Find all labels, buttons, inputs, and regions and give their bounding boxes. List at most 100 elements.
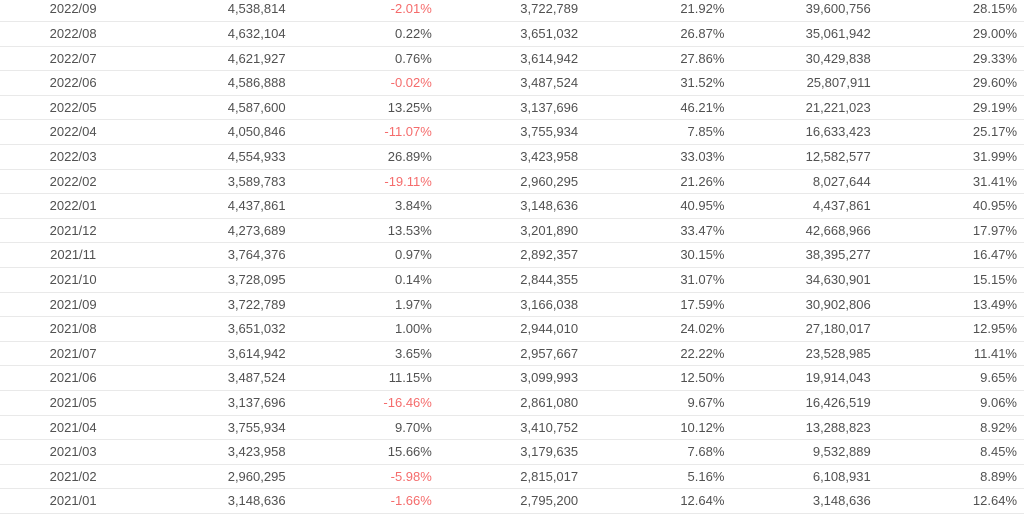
date-cell: 2021/09 [0, 292, 147, 318]
value-cell: 4,273,689 [146, 218, 293, 244]
table-row: 2021/10 3,728,095 0.14% 2,844,355 31.07%… [0, 267, 1024, 293]
value-cell: 3,148,636 [438, 193, 586, 219]
table-row: 2021/11 3,764,376 0.97% 2,892,357 30.15%… [0, 242, 1024, 268]
table-row: 2021/03 3,423,958 15.66% 3,179,635 7.68%… [0, 439, 1024, 465]
percent-cell: -16.46% [292, 390, 439, 416]
percent-cell: -5.98% [292, 464, 439, 490]
value-cell: 4,621,927 [146, 46, 293, 72]
value-cell: 2,960,295 [438, 169, 586, 195]
value-cell: 2,815,017 [438, 464, 586, 490]
value-cell: 13,288,823 [731, 415, 878, 441]
percent-cell: 3.65% [292, 341, 439, 367]
value-cell: 3,137,696 [438, 95, 586, 121]
value-cell: 3,410,752 [438, 415, 586, 441]
table-row: 2021/09 3,722,789 1.97% 3,166,038 17.59%… [0, 292, 1024, 318]
percent-cell: 26.89% [292, 144, 439, 170]
percent-cell: 9.06% [877, 390, 1024, 416]
percent-cell: 10.12% [585, 415, 732, 441]
table-row: 2022/09 4,538,814 -2.01% 3,722,789 21.92… [0, 0, 1024, 23]
value-cell: 25,807,911 [731, 70, 878, 96]
date-cell: 2021/03 [0, 439, 147, 465]
date-cell: 2021/01 [0, 488, 147, 514]
percent-cell: 1.97% [292, 292, 439, 318]
table-row: 2021/08 3,651,032 1.00% 2,944,010 24.02%… [0, 316, 1024, 342]
percent-cell: 1.00% [292, 316, 439, 342]
table-row: 2021/06 3,487,524 11.15% 3,099,993 12.50… [0, 365, 1024, 391]
value-cell: 2,960,295 [146, 464, 293, 490]
percent-cell: 7.85% [585, 119, 732, 145]
value-cell: 39,600,756 [731, 0, 878, 23]
percent-cell: 17.59% [585, 292, 732, 318]
value-cell: 3,148,636 [146, 488, 293, 514]
percent-cell: 13.53% [292, 218, 439, 244]
value-cell: 19,914,043 [731, 365, 878, 391]
table-row: 2021/12 4,273,689 13.53% 3,201,890 33.47… [0, 218, 1024, 244]
value-cell: 4,437,861 [146, 193, 293, 219]
percent-cell: 12.64% [585, 488, 732, 514]
value-cell: 3,137,696 [146, 390, 293, 416]
date-cell: 2021/06 [0, 365, 147, 391]
percent-cell: 30.15% [585, 242, 732, 268]
value-cell: 4,050,846 [146, 119, 293, 145]
value-cell: 3,651,032 [438, 21, 586, 47]
percent-cell: 21.26% [585, 169, 732, 195]
date-cell: 2021/08 [0, 316, 147, 342]
value-cell: 3,148,636 [731, 488, 878, 514]
percent-cell: 29.33% [877, 46, 1024, 72]
date-cell: 2021/12 [0, 218, 147, 244]
percent-cell: 21.92% [585, 0, 732, 23]
percent-cell: 9.70% [292, 415, 439, 441]
percent-cell: 8.92% [877, 415, 1024, 441]
percent-cell: 26.87% [585, 21, 732, 47]
value-cell: 35,061,942 [731, 21, 878, 47]
percent-cell: -1.66% [292, 488, 439, 514]
value-cell: 3,755,934 [146, 415, 293, 441]
percent-cell: 31.07% [585, 267, 732, 293]
value-cell: 3,201,890 [438, 218, 586, 244]
value-cell: 30,902,806 [731, 292, 878, 318]
value-cell: 38,395,277 [731, 242, 878, 268]
percent-cell: 24.02% [585, 316, 732, 342]
percent-cell: 40.95% [585, 193, 732, 219]
value-cell: 3,764,376 [146, 242, 293, 268]
table-row: 2022/02 3,589,783 -19.11% 2,960,295 21.2… [0, 169, 1024, 195]
percent-cell: 0.22% [292, 21, 439, 47]
percent-cell: 13.25% [292, 95, 439, 121]
percent-cell: 22.22% [585, 341, 732, 367]
value-cell: 3,614,942 [146, 341, 293, 367]
value-cell: 4,586,888 [146, 70, 293, 96]
table-row: 2022/06 4,586,888 -0.02% 3,487,524 31.52… [0, 70, 1024, 96]
percent-cell: 40.95% [877, 193, 1024, 219]
value-cell: 3,099,993 [438, 365, 586, 391]
table-row: 2022/05 4,587,600 13.25% 3,137,696 46.21… [0, 95, 1024, 121]
value-cell: 3,755,934 [438, 119, 586, 145]
date-cell: 2022/07 [0, 46, 147, 72]
value-cell: 3,722,789 [146, 292, 293, 318]
percent-cell: 8.89% [877, 464, 1024, 490]
value-cell: 2,892,357 [438, 242, 586, 268]
value-cell: 2,957,667 [438, 341, 586, 367]
value-cell: 34,630,901 [731, 267, 878, 293]
value-cell: 12,582,577 [731, 144, 878, 170]
date-cell: 2021/02 [0, 464, 147, 490]
percent-cell: 17.97% [877, 218, 1024, 244]
percent-cell: 33.47% [585, 218, 732, 244]
percent-cell: 5.16% [585, 464, 732, 490]
date-cell: 2022/05 [0, 95, 147, 121]
table-row: 2021/05 3,137,696 -16.46% 2,861,080 9.67… [0, 390, 1024, 416]
value-cell: 2,844,355 [438, 267, 586, 293]
value-cell: 3,166,038 [438, 292, 586, 318]
percent-cell: -11.07% [292, 119, 439, 145]
date-cell: 2022/02 [0, 169, 147, 195]
value-cell: 27,180,017 [731, 316, 878, 342]
value-cell: 4,538,814 [146, 0, 293, 23]
percent-cell: 11.41% [877, 341, 1024, 367]
percent-cell: 0.76% [292, 46, 439, 72]
value-cell: 3,614,942 [438, 46, 586, 72]
date-cell: 2022/08 [0, 21, 147, 47]
percent-cell: 15.66% [292, 439, 439, 465]
table-row: 2022/01 4,437,861 3.84% 3,148,636 40.95%… [0, 193, 1024, 219]
date-cell: 2022/09 [0, 0, 147, 23]
